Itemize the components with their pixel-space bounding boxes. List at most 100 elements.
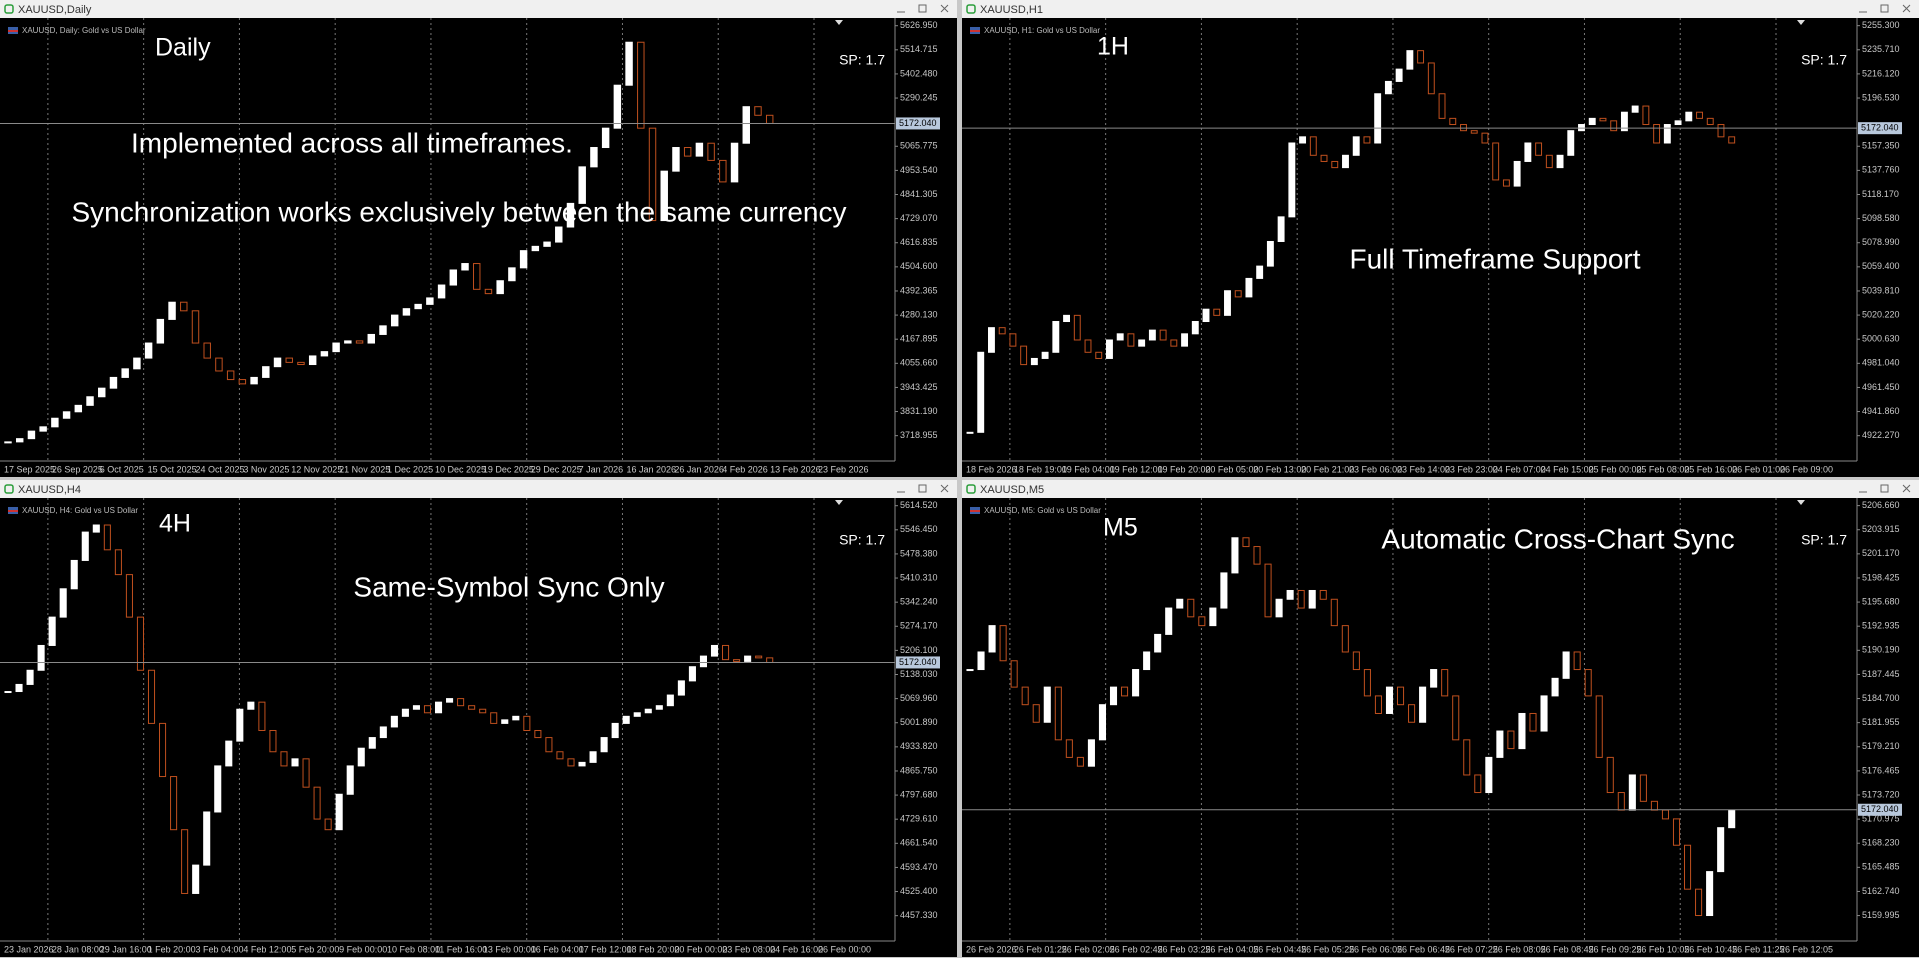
candle [1308,589,1316,609]
candle [1529,712,1537,732]
timeframe-label: Daily [155,34,211,62]
candle [966,431,974,434]
candle [367,333,375,344]
price-label: 4729.610 [900,814,938,824]
candle [1319,589,1327,600]
candle [1685,111,1693,122]
shift-marker [835,20,843,25]
candle [1181,333,1189,347]
candle [1661,809,1670,820]
candle [15,683,23,693]
price-label: 3943.425 [900,382,938,392]
candle [666,694,674,707]
candle [285,357,293,363]
candle [1309,136,1317,156]
title-bar [0,480,957,498]
time-label: 23 Jan 2026 [4,944,54,954]
candle [648,127,657,222]
candle [1170,339,1178,347]
candle [1507,730,1515,750]
candle [236,708,244,742]
window-title: XAUUSD,Daily [18,4,92,16]
price-label: 5181.955 [1862,717,1900,727]
candle [660,170,668,222]
spread-label: SP: 1.7 [1801,532,1847,548]
candle [1728,809,1736,829]
candle [1220,572,1228,609]
candle [121,368,129,378]
time-label: 20 Feb 05:00 [1205,464,1258,474]
time-label: 17 Sep 2025 [4,464,55,474]
spread-label: SP: 1.7 [839,52,885,68]
candle [543,241,551,247]
candle [707,142,715,161]
time-label: 18 Feb 19:00 [1014,464,1067,474]
candle [1374,695,1382,714]
maximize-button[interactable] [918,4,927,13]
candle [519,250,528,269]
candle [1256,265,1264,279]
price-label: 5168.230 [1862,838,1900,848]
price-label: 5000.630 [1862,334,1900,344]
time-label: 26 Feb 07:25 [1445,944,1498,954]
candle [755,655,763,659]
candle [215,357,223,372]
candle [1076,756,1084,767]
candle [567,758,575,767]
maximize-button[interactable] [918,484,927,493]
candle [114,549,122,576]
candle [999,625,1007,662]
candle [625,41,633,86]
time-label: 23 Feb 06:00 [1349,464,1402,474]
close-button[interactable] [940,4,949,13]
candle [1406,50,1414,70]
candle [1202,308,1210,323]
candle [181,829,189,894]
price-label: 4865.750 [900,765,938,775]
time-label: 16 Jan 2026 [626,464,676,474]
candle [1706,871,1714,917]
price-label: 4167.895 [900,334,938,344]
candle [379,726,387,739]
maximize-button[interactable] [1880,4,1889,13]
candle [390,715,398,728]
candle [722,644,730,661]
time-label: 26 Feb 10:45 [1684,944,1737,954]
candle [1650,800,1658,811]
candle [1065,739,1073,758]
maximize-button[interactable] [1880,484,1889,493]
price-label: 4933.820 [900,741,938,751]
price-label: 5078.990 [1862,237,1900,247]
candle [1584,669,1592,697]
time-label: 12 Nov 2025 [291,464,342,474]
close-button[interactable] [1902,4,1911,13]
candle [434,701,443,714]
title-bar [962,0,1919,18]
candle [556,751,564,760]
price-label: 4593.470 [900,862,938,872]
candle [170,776,178,831]
candle [688,666,696,682]
candle [1121,686,1129,697]
time-label: 3 Feb 04:00 [196,944,244,954]
candle [1320,154,1328,162]
time-label: 29 Dec 2025 [531,464,582,474]
candle [15,438,24,443]
candle [1275,598,1283,618]
price-label: 4457.330 [900,910,938,920]
candle [1213,308,1221,316]
candle [1599,117,1607,122]
time-label: 26 Feb 01:25 [1014,944,1067,954]
close-button[interactable] [1902,484,1911,493]
caption: Same-Symbol Sync Only [353,571,664,602]
candle [27,430,36,440]
price-label: 4941.860 [1862,406,1900,416]
price-label: 5162.740 [1862,886,1900,896]
time-label: 26 Feb 10:05 [1636,944,1689,954]
candle [1245,277,1253,298]
current-price-label: 5172.040 [1861,804,1899,814]
candle [144,342,153,359]
candle [1020,345,1028,366]
close-button[interactable] [940,484,949,493]
price-label: 5159.995 [1862,910,1900,920]
